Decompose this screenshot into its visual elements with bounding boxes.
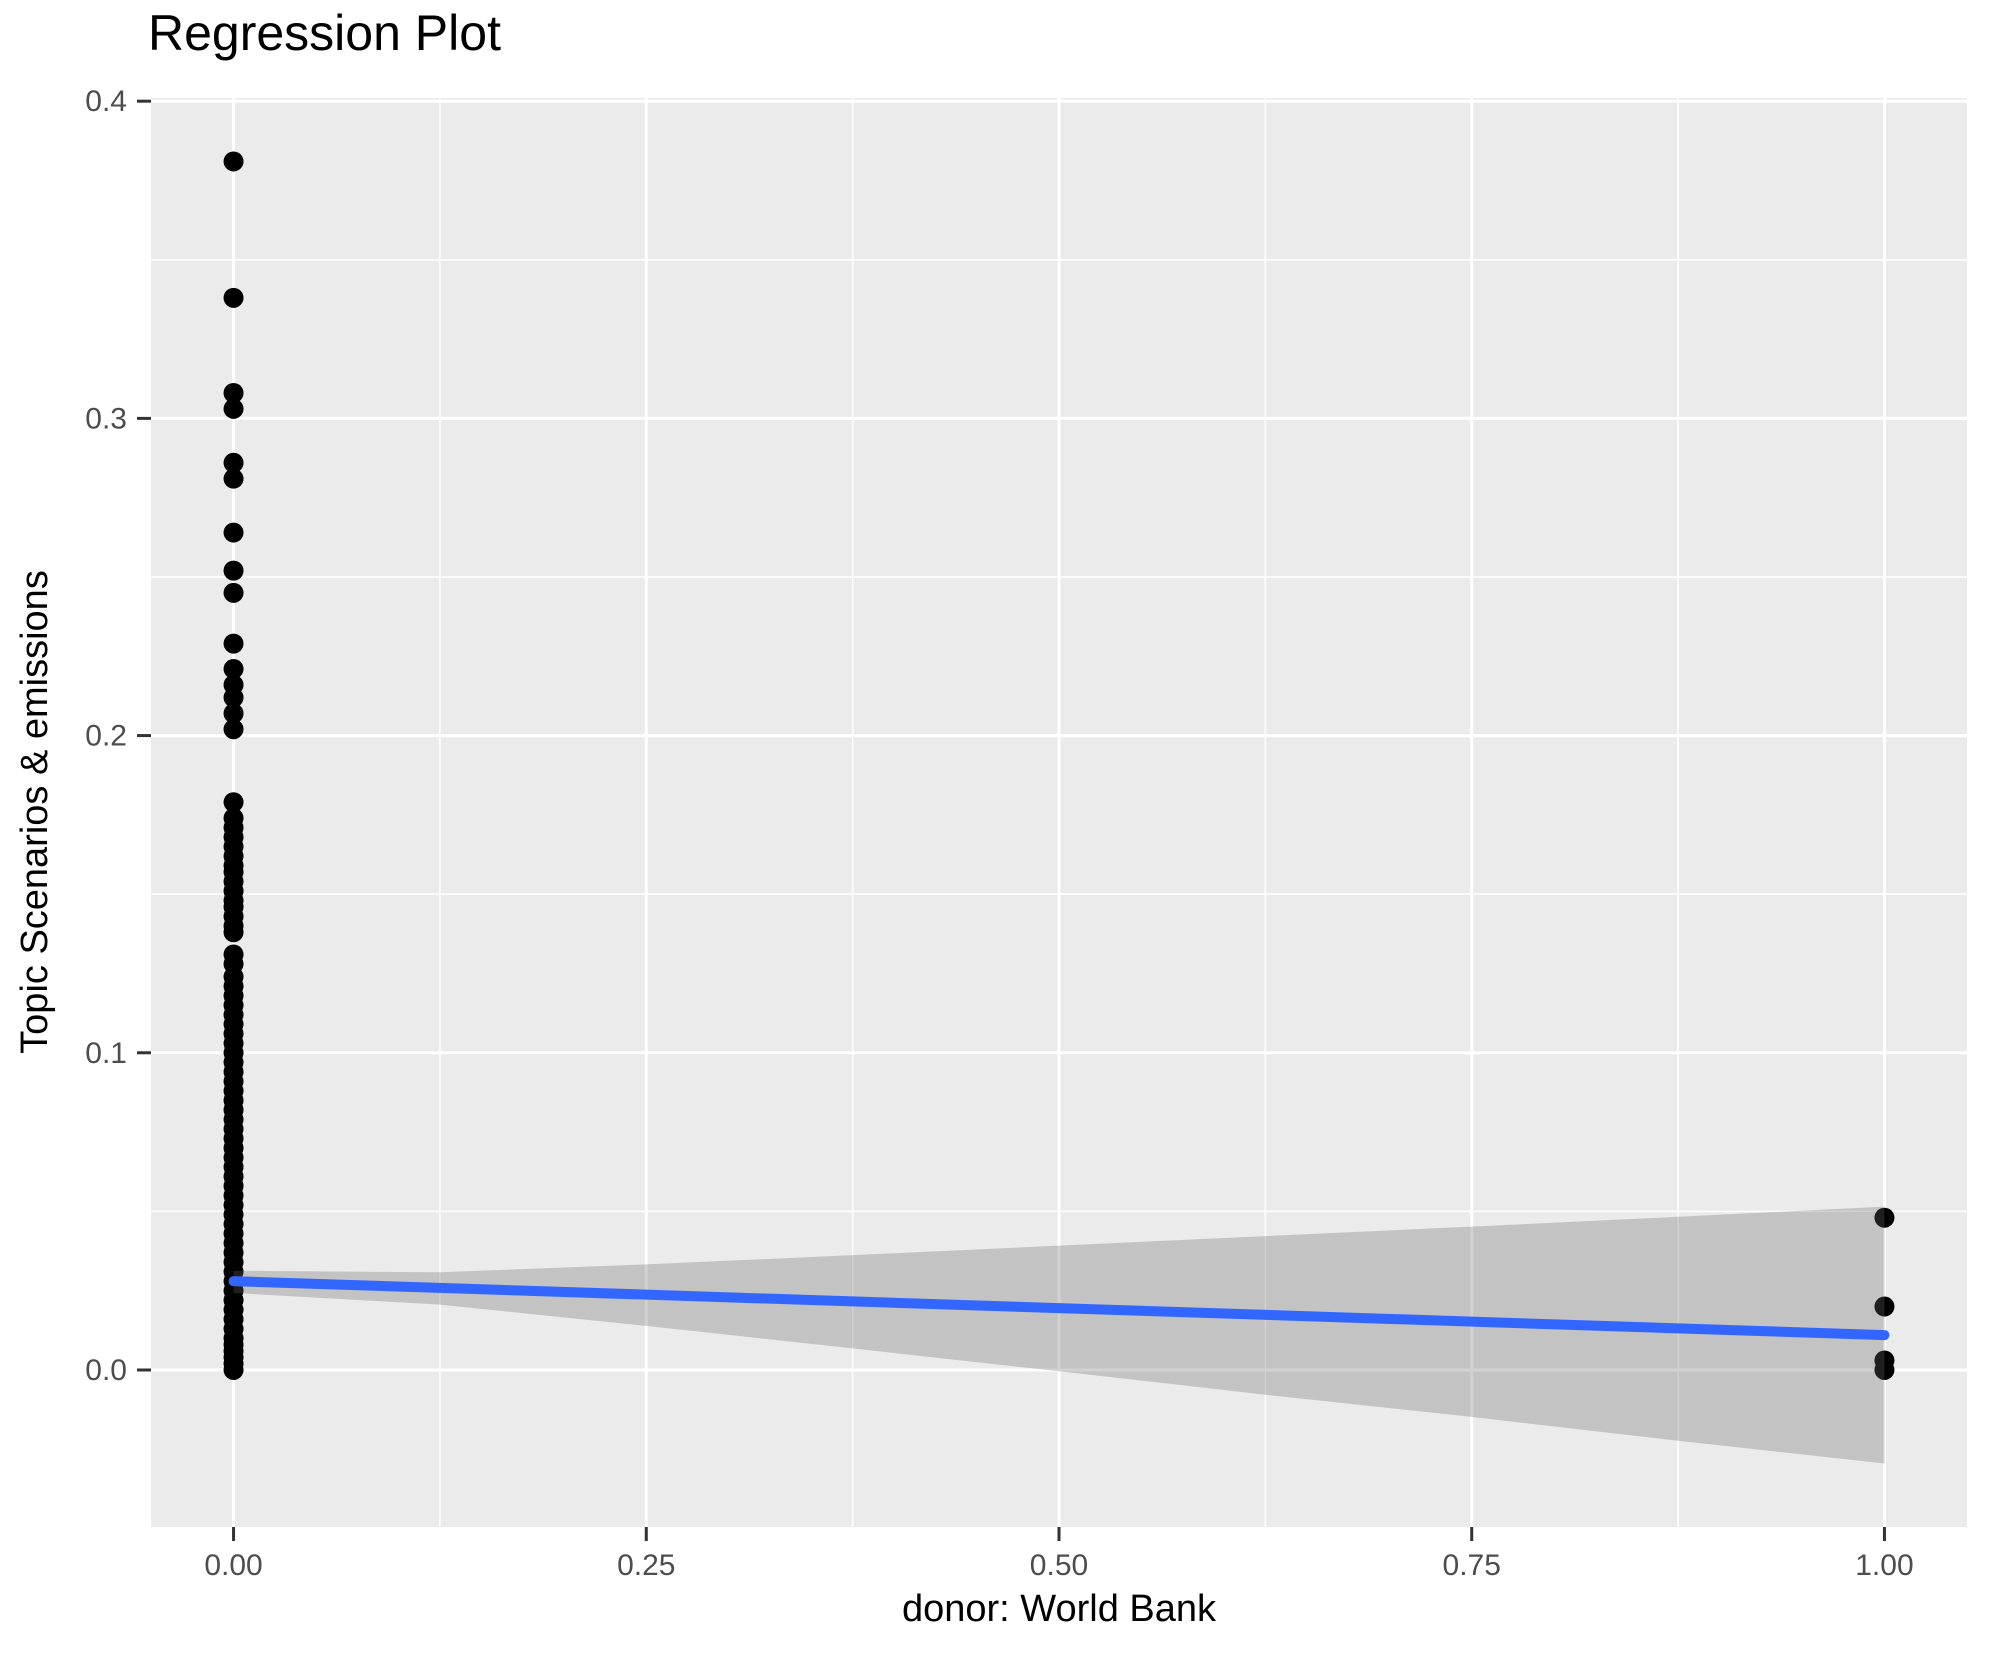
y-tick-label: 0.1 [85, 1037, 127, 1070]
scatter-point [223, 633, 244, 654]
scatter-point [223, 658, 244, 679]
y-tick-label: 0.4 [85, 85, 127, 118]
x-tick-label: 0.50 [1030, 1549, 1088, 1582]
x-tick-label: 0.00 [204, 1549, 262, 1582]
regression-line [228, 1276, 1890, 1341]
scatter-point [223, 287, 244, 308]
y-tick-label: 0.2 [85, 720, 127, 753]
scatter-point [1874, 1359, 1895, 1380]
scatter-point [223, 922, 244, 943]
x-tick-label: 0.25 [617, 1549, 675, 1582]
scatter-point [223, 1359, 244, 1380]
x-tick-label: 1.00 [1855, 1549, 1913, 1582]
scatter-point [223, 151, 244, 172]
scatter-point [223, 703, 244, 724]
scatter-point [223, 522, 244, 543]
y-tick-label: 0.0 [85, 1354, 127, 1387]
scatter-point [223, 560, 244, 581]
scatter-point [1874, 1296, 1895, 1317]
scatter-point [1874, 1207, 1895, 1228]
y-axis-title-text: Topic Scenarios & emissions [14, 570, 56, 1054]
scatter-point [223, 468, 244, 489]
scatter-point [223, 719, 244, 740]
confidence-band [233, 1206, 1885, 1464]
scatter-point [223, 687, 244, 708]
scatter-point [223, 452, 244, 473]
scatter-point [223, 792, 244, 813]
scatter-point [223, 382, 244, 403]
scatter-point [223, 398, 244, 419]
scatter-point [223, 582, 244, 603]
x-axis-title: donor: World Bank [901, 1588, 1217, 1630]
x-tick-label: 0.75 [1443, 1549, 1501, 1582]
y-tick-label: 0.3 [85, 402, 127, 435]
plot-title: Regression Plot [148, 5, 501, 61]
